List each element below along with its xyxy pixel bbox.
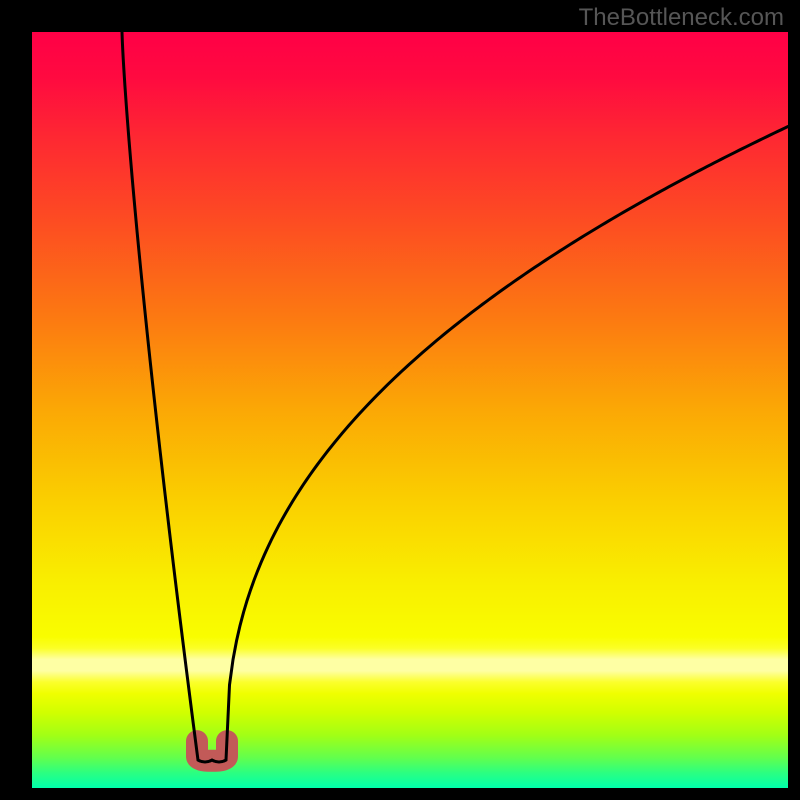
chart-container: TheBottleneck.com <box>0 0 800 800</box>
valley-marker <box>197 741 227 761</box>
curve-overlay <box>0 0 800 800</box>
right-curve <box>212 127 788 763</box>
left-curve <box>122 32 212 762</box>
watermark-text: TheBottleneck.com <box>579 4 784 32</box>
